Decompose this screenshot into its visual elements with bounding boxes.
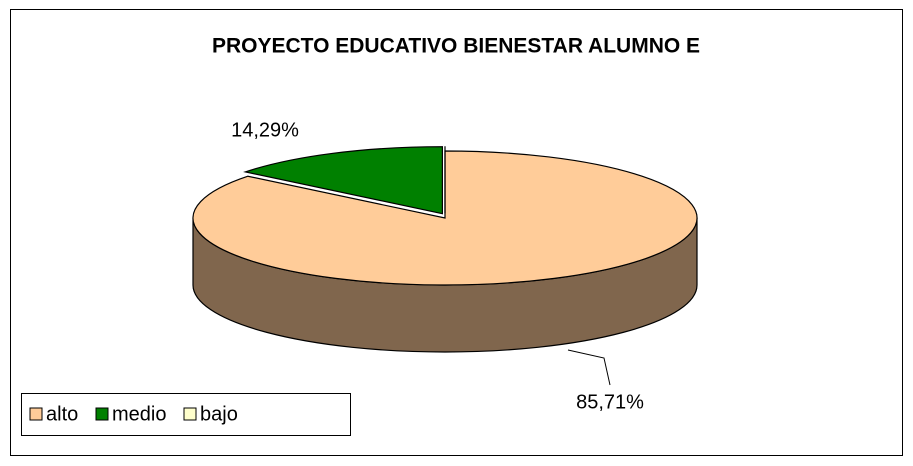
legend-swatch (95, 407, 109, 421)
legend-swatch (183, 407, 197, 421)
chart-title: PROYECTO EDUCATIVO BIENESTAR ALUMNO E (212, 35, 700, 58)
slice (192, 150, 698, 286)
legend-label: alto (46, 403, 78, 425)
legend-label: medio (112, 403, 166, 425)
legend-swatch (29, 407, 43, 421)
slice (243, 146, 443, 215)
data-label: 14,29% (231, 119, 299, 141)
data-label: 85,71% (576, 391, 644, 413)
slice-tops (192, 146, 698, 286)
leader-line (567, 349, 611, 386)
legend-label: bajo (200, 403, 238, 425)
